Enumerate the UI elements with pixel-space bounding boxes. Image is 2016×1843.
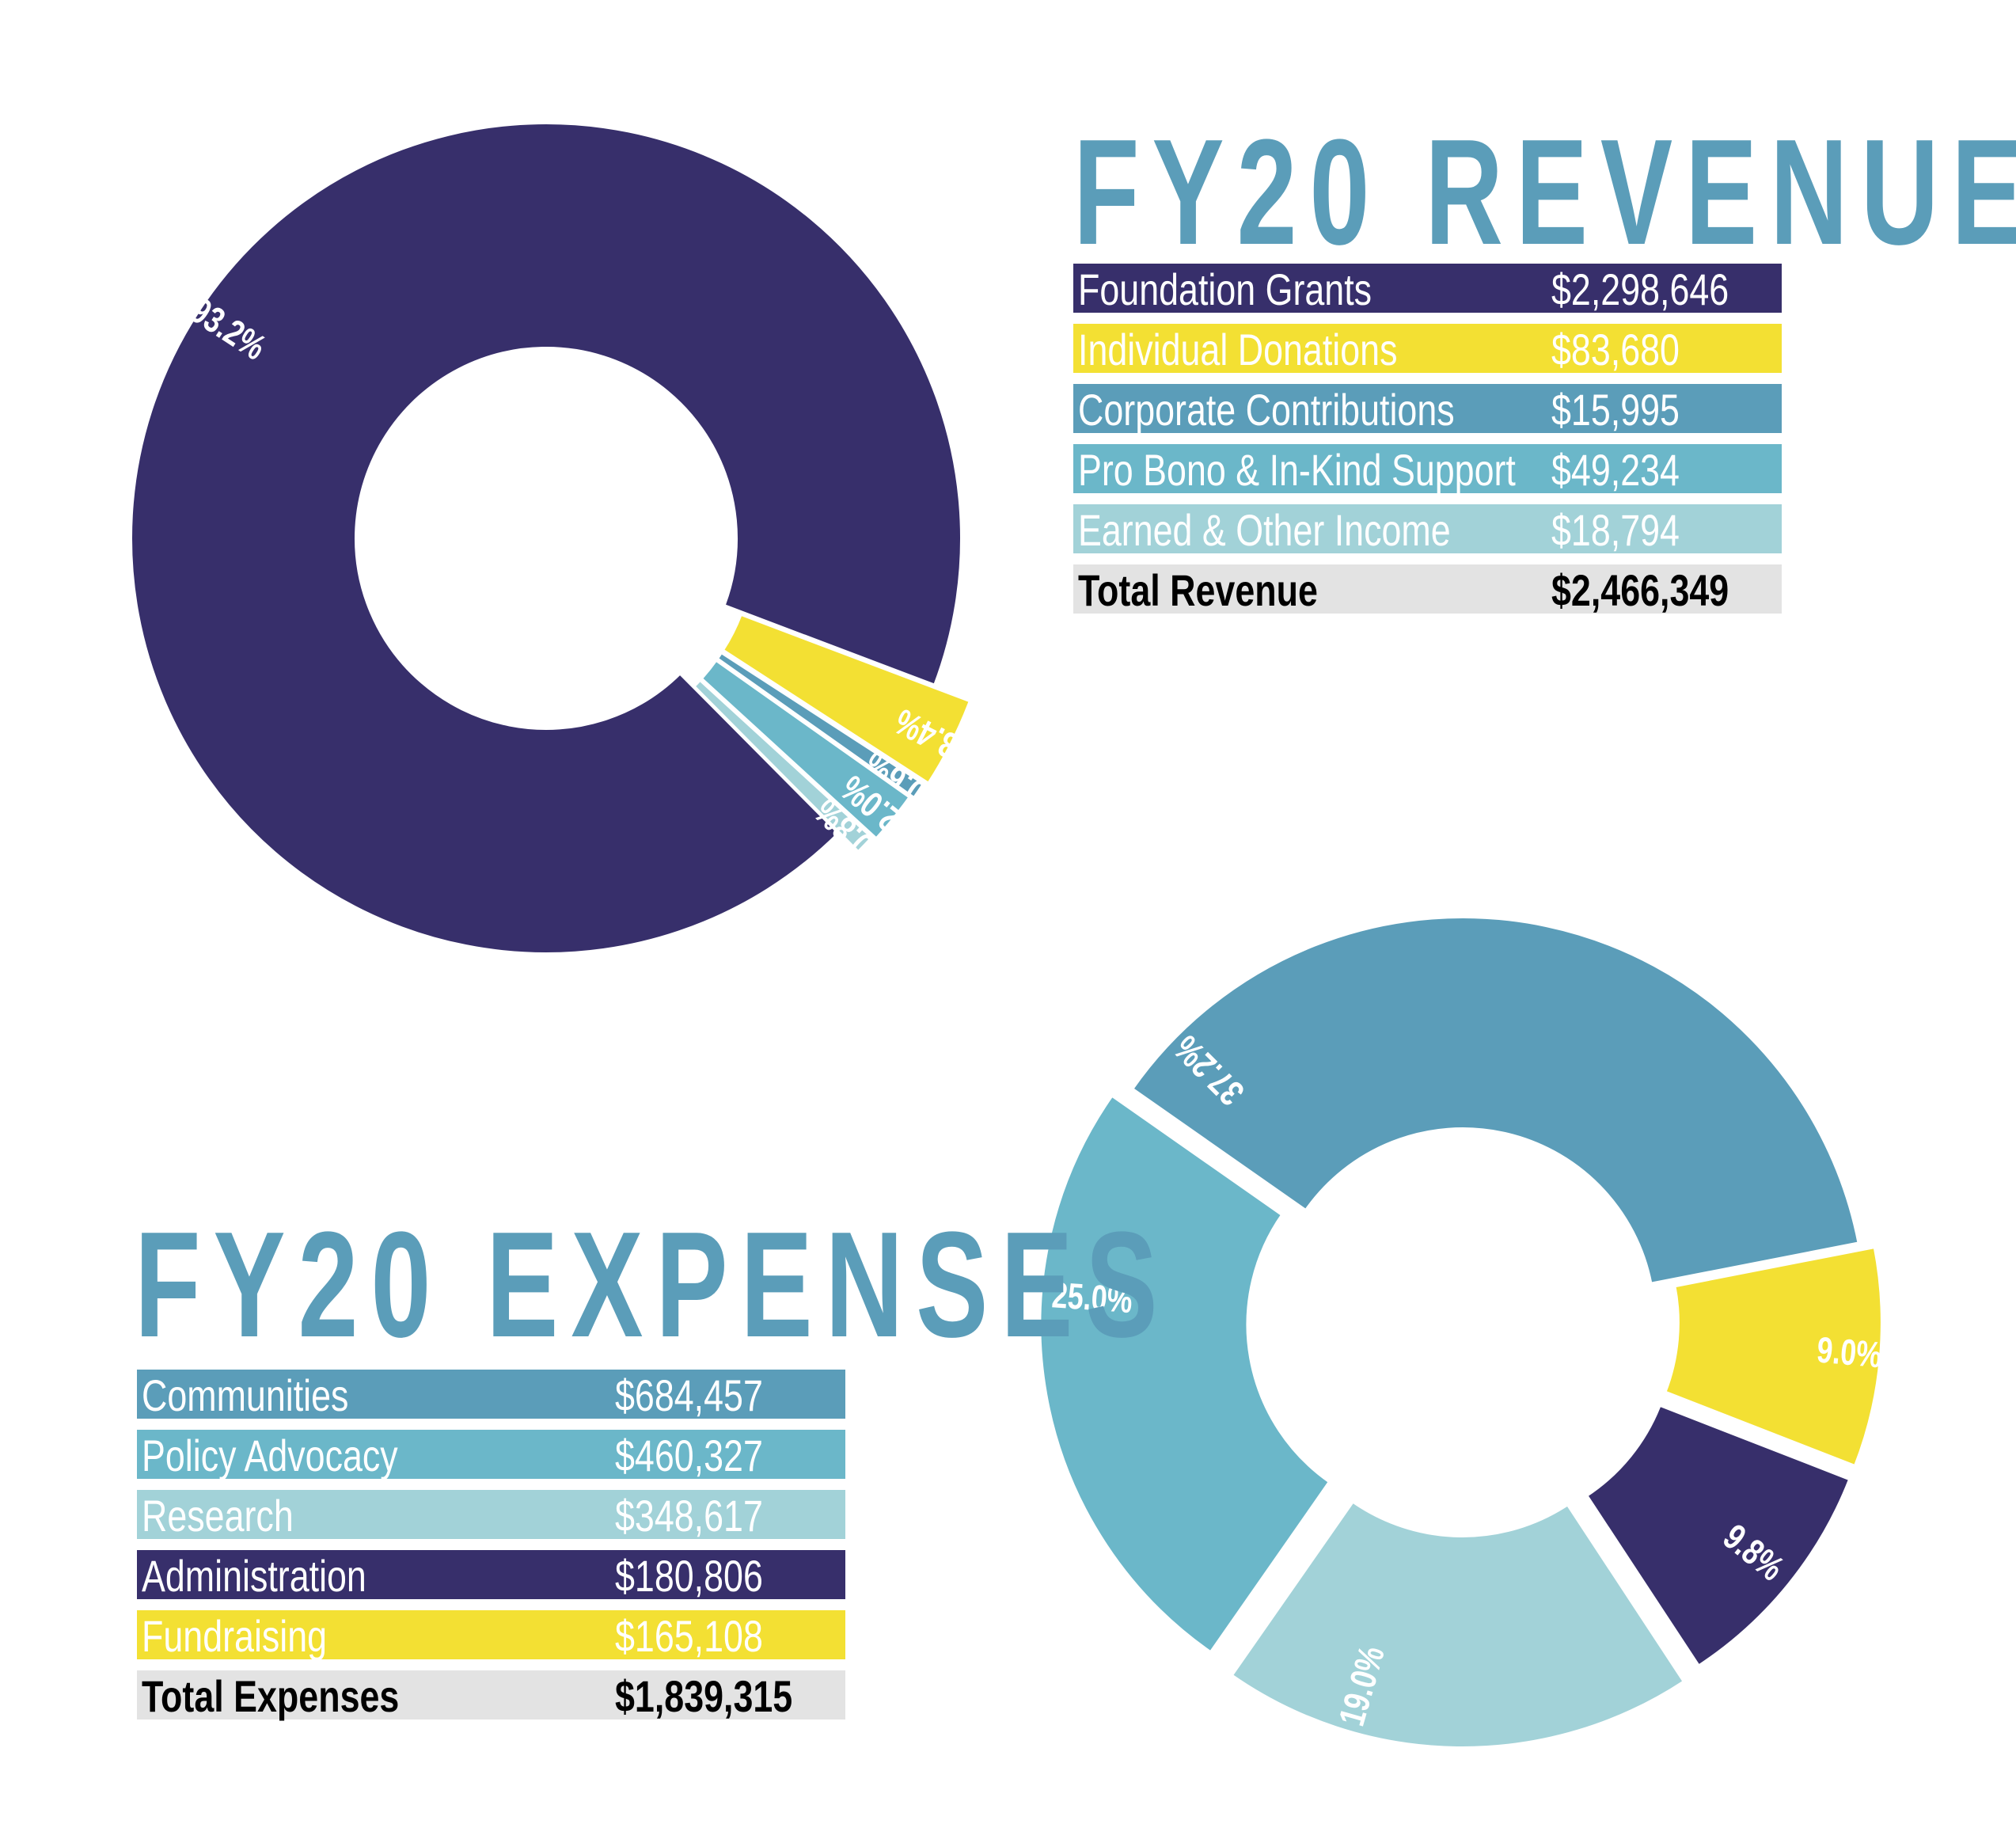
expenses-legend-table: Communities $684,457 Policy Advocacy $460,3… <box>137 1370 845 1731</box>
expenses-legend-value: $180,806 <box>615 1551 763 1601</box>
expenses-percent-label: 9.0% <box>1815 1329 1883 1375</box>
revenue-legend-label: Corporate Contributions <box>1078 385 1455 435</box>
revenue-legend-table: Foundation Grants $2,298,646 Individual Do… <box>1073 264 1782 625</box>
expenses-slice <box>1228 1499 1687 1750</box>
revenue-donut-chart: 93.2%3.4%0.6%2.0%0.8% <box>129 121 973 956</box>
expenses-legend-label: Fundraising <box>142 1611 328 1661</box>
revenue-legend-value: $83,680 <box>1551 325 1680 374</box>
revenue-legend-value: $15,995 <box>1551 385 1680 435</box>
revenue-legend-label: Individual Donations <box>1078 325 1398 374</box>
revenue-legend-row: Individual Donations $83,680 <box>1073 324 1782 374</box>
revenue-legend-label: Foundation Grants <box>1078 264 1372 314</box>
revenue-slice <box>691 677 875 855</box>
expenses-legend-value: $165,108 <box>615 1611 763 1661</box>
revenue-slice <box>720 612 973 786</box>
expenses-legend-label: Administration <box>142 1551 366 1601</box>
expenses-legend-label: Communities <box>142 1370 349 1420</box>
revenue-slice <box>129 121 964 956</box>
revenue-legend-row: Foundation Grants $2,298,646 <box>1073 264 1782 314</box>
expenses-slice <box>1662 1244 1884 1469</box>
expenses-slice <box>1038 1092 1332 1655</box>
revenue-legend-value: $49,234 <box>1551 445 1680 495</box>
revenue-slice <box>698 657 913 842</box>
revenue-legend-row: Pro Bono & In-Kind Support $49,234 <box>1073 444 1782 495</box>
expenses-legend-value: $348,617 <box>615 1491 763 1541</box>
revenue-title: FY20 REVENUE <box>1073 108 2016 276</box>
expenses-legend-row: Research $348,617 <box>137 1490 845 1541</box>
expenses-legend-row: Policy Advocacy $460,327 <box>137 1430 845 1480</box>
expenses-percent-label: 25.0% <box>1050 1275 1133 1320</box>
expenses-donut-chart: 37.2%9.0%9.8%19.0%25.0% <box>1038 915 1884 1750</box>
revenue-total-row: Total Revenue $2,466,349 <box>1073 564 1782 615</box>
revenue-total-value: $2,466,349 <box>1551 565 1729 615</box>
revenue-legend-row: Earned & Other Income $18,794 <box>1073 504 1782 555</box>
expenses-total-label: Total Expenses <box>142 1671 400 1721</box>
expenses-total-row: Total Expenses $1,839,315 <box>137 1670 845 1721</box>
expenses-legend-row: Fundraising $165,108 <box>137 1610 845 1661</box>
revenue-legend-value: $18,794 <box>1551 505 1680 555</box>
revenue-total-label: Total Revenue <box>1078 565 1318 615</box>
expenses-slice <box>1584 1403 1852 1669</box>
expenses-legend-label: Policy Advocacy <box>142 1431 398 1480</box>
revenue-legend-label: Earned & Other Income <box>1078 505 1451 555</box>
revenue-legend-label: Pro Bono & In-Kind Support <box>1078 445 1516 495</box>
expenses-legend-row: Communities $684,457 <box>137 1370 845 1420</box>
expenses-slice <box>1129 915 1861 1286</box>
expenses-legend-row: Administration $180,806 <box>137 1550 845 1601</box>
expenses-total-value: $1,839,315 <box>615 1671 793 1721</box>
expenses-legend-label: Research <box>142 1491 294 1541</box>
expenses-legend-value: $460,327 <box>615 1431 763 1480</box>
expenses-legend-value: $684,457 <box>615 1370 763 1420</box>
revenue-legend-row: Corporate Contributions $15,995 <box>1073 384 1782 435</box>
revenue-legend-value: $2,298,646 <box>1551 264 1729 314</box>
expenses-title: FY20 EXPENSES <box>135 1201 1171 1369</box>
